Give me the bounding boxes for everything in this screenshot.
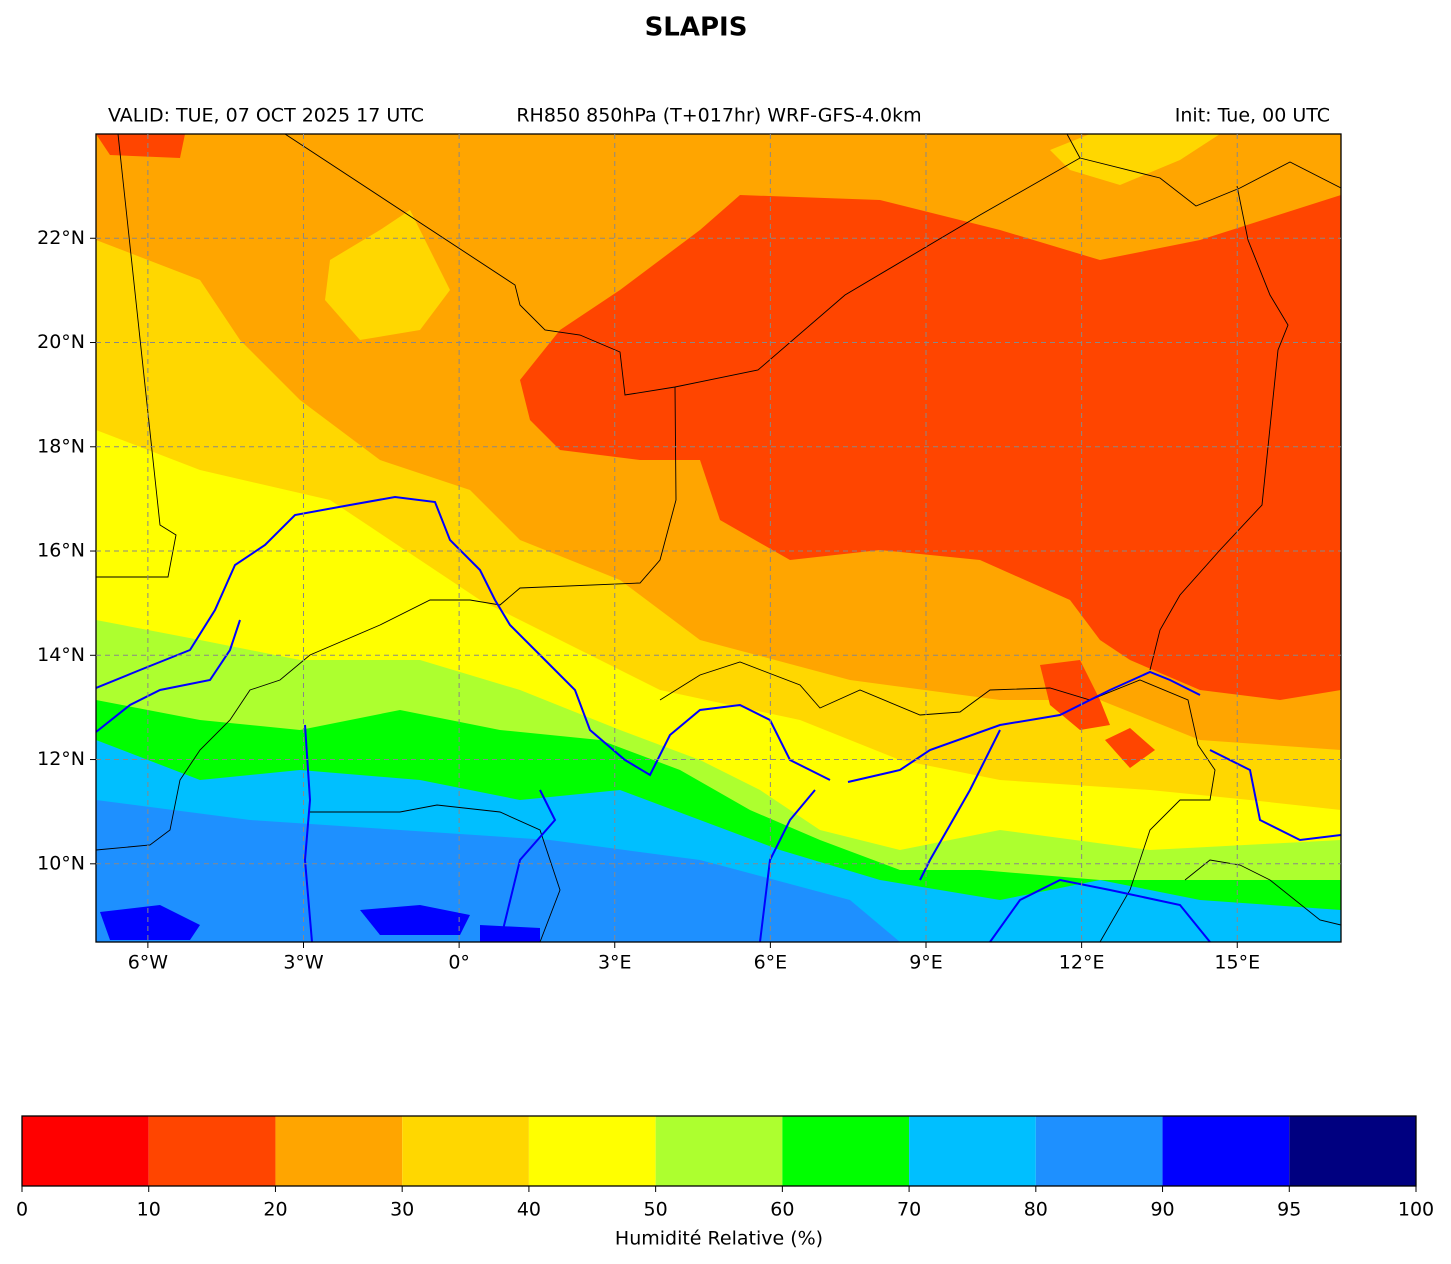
- y-tick-label: 10°N: [37, 852, 85, 874]
- field-area: [1105, 728, 1155, 768]
- border: [1079, 157, 1341, 207]
- river: [303, 724, 313, 942]
- axes: 6°W 3°W 0° 3°E 6°E 9°E 12°E 15°E 10°N 12°N 14°N 16°…: [37, 134, 1341, 974]
- colorbar-tick-label: 95: [1277, 1199, 1301, 1221]
- colorbar-bin: [528, 1116, 656, 1186]
- colorbar-bin: [402, 1116, 529, 1186]
- colorbar-tick-label: 10: [137, 1199, 161, 1221]
- colorbar-bin: [275, 1116, 403, 1186]
- river: [847, 670, 1201, 783]
- colorbar-label: Humidité Relative (%): [615, 1228, 823, 1250]
- colorbar-tick-label: 70: [897, 1199, 921, 1221]
- colorbar-tick-label: 60: [770, 1199, 794, 1221]
- y-tick-label: 22°N: [37, 227, 85, 249]
- colorbar-bin: [22, 1116, 149, 1186]
- title: SLAPIS: [645, 13, 748, 43]
- x-tick-label: 0°: [448, 952, 470, 974]
- product: RH850 850hPa (T+017hr) WRF-GFS-4.0km: [516, 105, 921, 127]
- init-time: Init: Tue, 00 UTC: [1175, 105, 1330, 127]
- border: [96, 134, 177, 578]
- valid-time: VALID: TUE, 07 OCT 2025 17 UTC: [108, 105, 424, 127]
- colorbar-bin: [1035, 1116, 1163, 1186]
- border: [284, 134, 1081, 396]
- colorbar-tick-label: 30: [390, 1199, 414, 1221]
- x-tick-label: 12°E: [1059, 952, 1105, 974]
- x-tick-label: 6°E: [754, 952, 788, 974]
- border: [1149, 185, 1289, 671]
- field-area: [1050, 134, 1220, 185]
- colorbar-bin: [1289, 1116, 1416, 1186]
- y-tick-label: 16°N: [37, 540, 85, 562]
- field: [96, 134, 1341, 942]
- border: [659, 661, 1216, 942]
- colorbar-tick-label: 100: [1398, 1199, 1434, 1221]
- river: [96, 495, 831, 781]
- colorbar-bin: [1162, 1116, 1290, 1186]
- colorbar-tick-label: 90: [1150, 1199, 1174, 1221]
- river: [96, 619, 241, 733]
- field-area: [325, 210, 450, 340]
- colorbar-bin: [909, 1116, 1036, 1186]
- field-area: [1040, 660, 1110, 730]
- river: [759, 789, 816, 942]
- map-frame: [95, 133, 1342, 943]
- river: [1209, 749, 1341, 842]
- border: [310, 804, 561, 942]
- field-area: [520, 195, 1341, 700]
- field-area: [100, 905, 200, 940]
- colorbar-bin: [148, 1116, 276, 1186]
- river: [919, 729, 1001, 881]
- river: [499, 789, 557, 942]
- colorbar-bin: [782, 1116, 910, 1186]
- colorbar: 0 10 20 30 40 50 60 70 80 90 95 100: [16, 1115, 1434, 1221]
- x-tick-label: 9°E: [909, 952, 943, 974]
- x-tick-label: 3°E: [598, 952, 632, 974]
- y-tick-label: 12°N: [37, 748, 85, 770]
- field-area: [360, 905, 470, 935]
- y-tick-label: 20°N: [37, 331, 85, 353]
- y-tick-label: 18°N: [37, 435, 85, 457]
- field-area: [480, 925, 540, 942]
- field-area: [96, 800, 900, 942]
- river: [989, 878, 1211, 942]
- y-tick-label: 14°N: [37, 644, 85, 666]
- colorbar-tick-label: 50: [644, 1199, 668, 1221]
- x-tick-label: 6°W: [128, 952, 169, 974]
- x-tick-label: 15°E: [1214, 952, 1260, 974]
- colorbar-frame: [21, 1115, 1417, 1187]
- colorbar-bin: [655, 1116, 783, 1186]
- colorbar-tick-label: 80: [1024, 1199, 1048, 1221]
- colorbar-tick-label: 20: [263, 1199, 287, 1221]
- colorbar-tick-label: 0: [16, 1199, 28, 1221]
- colorbar-tick-label: 40: [517, 1199, 541, 1221]
- border: [96, 386, 677, 851]
- x-tick-label: 3°W: [283, 952, 324, 974]
